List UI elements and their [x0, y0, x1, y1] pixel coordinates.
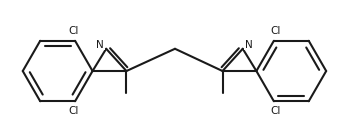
Text: N: N — [245, 40, 253, 50]
Text: Cl: Cl — [271, 26, 281, 36]
Text: Cl: Cl — [271, 106, 281, 116]
Text: Cl: Cl — [68, 106, 78, 116]
Text: N: N — [96, 40, 104, 50]
Text: Cl: Cl — [68, 26, 78, 36]
